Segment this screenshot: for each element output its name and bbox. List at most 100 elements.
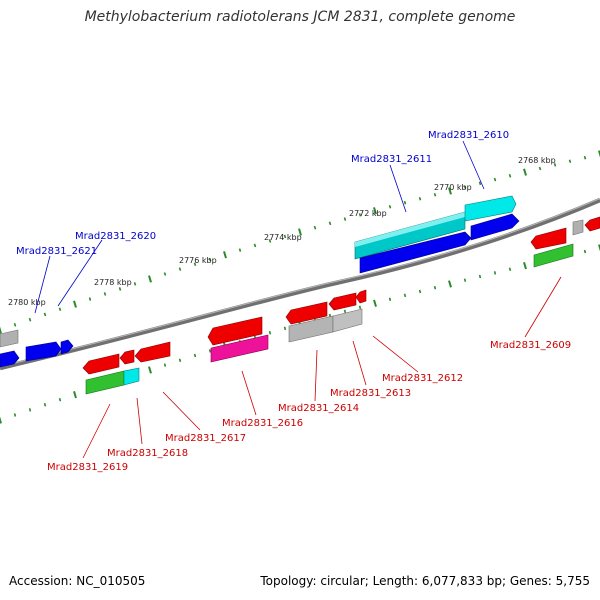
gene-arrow[interactable]	[210, 334, 269, 363]
minor-tick	[388, 204, 392, 209]
gene-label[interactable]: Mrad2831_2609	[490, 340, 571, 351]
chromosome-backbone-highlight	[0, 198, 600, 367]
gene-arrow[interactable]	[0, 350, 20, 368]
minor-tick	[43, 312, 47, 317]
minor-tick	[163, 272, 167, 276]
minor-tick	[58, 397, 62, 402]
leader-line	[314, 349, 318, 402]
label-leader-lines	[34, 140, 562, 459]
minor-tick	[253, 243, 257, 248]
kbp-label: 2780 kbp	[8, 298, 46, 307]
minor-tick	[103, 292, 107, 296]
minor-tick	[58, 307, 62, 312]
leader-line	[136, 397, 143, 445]
major-tick	[448, 280, 452, 288]
gene-label[interactable]: Mrad2831_2613	[330, 388, 411, 399]
reverse-genes	[82, 216, 600, 395]
leader-line	[352, 340, 367, 386]
minor-tick	[478, 181, 482, 186]
kbp-scale-labels: 2768 kbp 2770 kbp 2772 kbp 2774 kbp 2776…	[8, 156, 556, 307]
gene-label[interactable]: Mrad2831_2620	[75, 231, 156, 242]
leader-line	[241, 370, 257, 416]
minor-tick	[193, 353, 197, 358]
gene-label[interactable]: Mrad2831_2612	[382, 373, 463, 384]
minor-tick	[568, 159, 572, 164]
gene-arrow[interactable]	[85, 370, 125, 395]
kbp-label: 2772 kbp	[349, 209, 387, 218]
gene-arrow[interactable]	[285, 301, 328, 325]
leader-line	[462, 140, 485, 190]
minor-tick	[133, 282, 137, 286]
gene-arrow[interactable]	[572, 219, 584, 236]
leader-line	[524, 276, 562, 338]
minor-tick	[478, 274, 482, 279]
gene-label[interactable]: Mrad2831_2617	[165, 433, 246, 444]
minor-tick	[163, 363, 167, 367]
gene-arrow[interactable]	[533, 243, 574, 268]
kbp-label: 2768 kbp	[518, 156, 556, 165]
major-tick	[373, 207, 377, 215]
gene-arrow[interactable]	[359, 231, 472, 274]
gene-arrow[interactable]	[123, 367, 140, 386]
gene-arrow-highlight	[355, 212, 465, 247]
minor-tick	[583, 249, 587, 254]
gene-arrow[interactable]	[355, 289, 367, 304]
minor-tick	[13, 323, 17, 327]
gene-arrow[interactable]	[584, 216, 600, 232]
kbp-label: 2778 kbp	[94, 278, 132, 287]
minor-tick	[538, 166, 542, 171]
minor-tick	[328, 221, 332, 226]
gene-label[interactable]: Mrad2831_2621	[16, 246, 97, 257]
minor-tick	[13, 413, 17, 417]
gene-arrow[interactable]	[530, 227, 567, 250]
gene-label[interactable]: Mrad2831_2614	[278, 403, 359, 414]
gene-label[interactable]: Mrad2831_2610	[428, 130, 509, 141]
leader-line	[389, 164, 407, 213]
gene-arrow[interactable]	[332, 308, 363, 333]
gene-arrow[interactable]	[207, 316, 263, 346]
major-tick	[73, 300, 77, 308]
gene-arrow[interactable]	[25, 341, 62, 362]
minor-tick	[313, 225, 317, 230]
minor-tick	[508, 267, 512, 271]
gene-arrow[interactable]	[60, 339, 74, 355]
gene-arrow[interactable]	[0, 329, 19, 348]
major-tick	[523, 168, 527, 176]
minor-tick	[283, 234, 287, 239]
kbp-label: 2770 kbp	[434, 183, 472, 192]
major-tick	[598, 244, 600, 252]
minor-tick	[43, 403, 47, 407]
major-tick	[148, 275, 152, 283]
major-tick	[73, 391, 77, 399]
gene-arrow[interactable]	[134, 341, 171, 363]
minor-tick	[238, 248, 242, 252]
leader-line	[34, 255, 51, 314]
map-title: Methylobacterium radiotolerans JCM 2831,…	[84, 9, 516, 25]
minor-tick	[463, 278, 467, 282]
minor-tick	[178, 267, 182, 271]
gene-arrow[interactable]	[464, 195, 517, 222]
major-tick	[0, 416, 2, 424]
major-tick	[298, 228, 302, 236]
gene-label[interactable]: Mrad2831_2616	[222, 418, 303, 429]
minor-tick	[208, 257, 212, 262]
minor-tick	[433, 193, 437, 197]
gene-arrow[interactable]	[82, 353, 120, 375]
minor-tick	[283, 326, 287, 331]
major-tick	[598, 150, 600, 158]
minor-tick	[418, 196, 422, 201]
gene-label[interactable]: Mrad2831_2619	[47, 462, 128, 473]
gene-label[interactable]: Mrad2831_2618	[107, 448, 188, 459]
minor-tick	[343, 309, 347, 314]
minor-tick	[358, 305, 362, 310]
gene-label[interactable]: Mrad2831_2611	[351, 154, 432, 165]
leader-line	[57, 239, 103, 307]
minor-tick	[583, 155, 587, 160]
gene-arrow[interactable]	[119, 349, 135, 365]
chromosome-backbone	[0, 197, 600, 371]
gene-arrow[interactable]	[470, 213, 520, 241]
leader-line	[162, 391, 201, 431]
gene-arrow[interactable]	[328, 292, 357, 311]
minor-tick	[208, 349, 212, 353]
